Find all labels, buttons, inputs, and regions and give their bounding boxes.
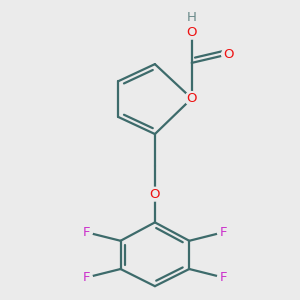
Circle shape (185, 26, 199, 39)
Circle shape (218, 226, 230, 238)
Text: F: F (220, 271, 227, 284)
Circle shape (185, 11, 199, 24)
Circle shape (80, 226, 92, 238)
Text: O: O (187, 26, 197, 39)
Text: F: F (82, 271, 90, 284)
Circle shape (218, 272, 230, 284)
Circle shape (80, 272, 92, 284)
Text: O: O (223, 48, 234, 61)
Text: F: F (220, 226, 227, 239)
Text: O: O (150, 188, 160, 201)
Text: H: H (187, 11, 197, 24)
Text: F: F (82, 226, 90, 239)
Circle shape (222, 47, 236, 61)
Circle shape (185, 92, 199, 105)
Circle shape (148, 187, 162, 201)
Text: O: O (187, 92, 197, 105)
